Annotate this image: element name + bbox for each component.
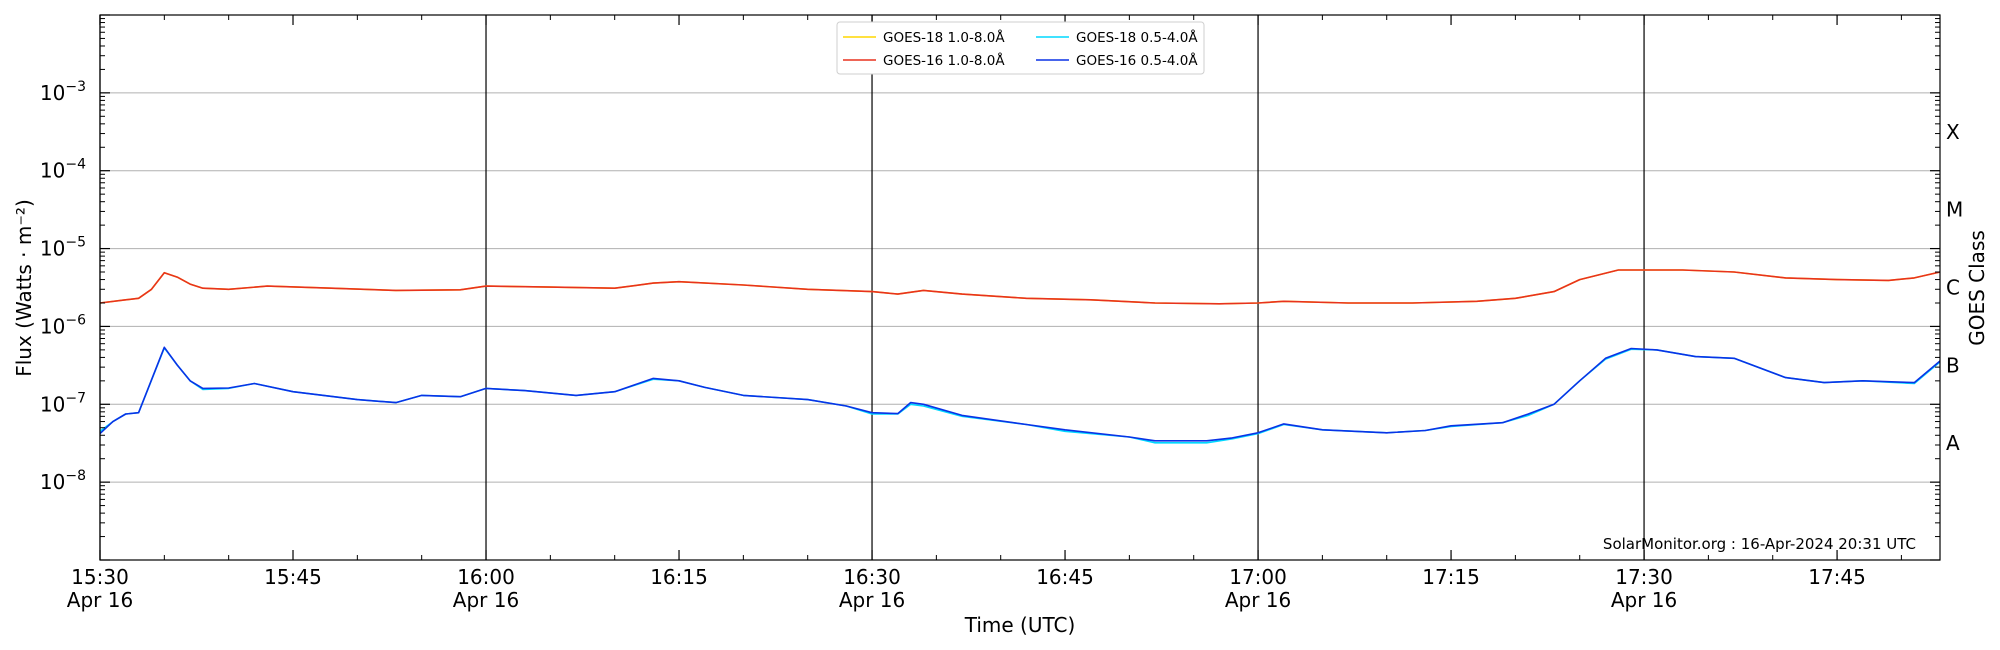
credit-text: SolarMonitor.org : 16-Apr-2024 20:31 UTC [1603,535,1916,553]
goes-class-b-label: B [1946,353,1960,377]
x-tick-label: 15:45 [264,565,322,589]
x-axis-label: Time (UTC) [964,613,1076,637]
goes-class-c-label: C [1946,276,1960,300]
plot-frame [99,14,1941,561]
legend-label: GOES-18 0.5-4.0Å [1076,29,1198,46]
y-tick-label: 10−4 [40,157,86,183]
x-tick-label: 17:15 [1422,565,1480,589]
y-tick-label: 10−8 [40,468,86,494]
y-tick-label: 10−5 [40,235,86,261]
y-axis-label: Flux (Watts · m⁻²) [12,199,36,377]
y-tick-labels: 10−8 10−7 10−6 10−5 10−4 10−3 [40,79,86,494]
legend-label: GOES-16 0.5-4.0Å [1076,52,1198,69]
tick-marks [99,14,1940,561]
y-tick-label: 10−3 [40,79,86,105]
x-tick-label: 16:00 [457,565,515,589]
x-tick-date-label: Apr 16 [1225,588,1291,612]
series-line-4 [99,346,1941,442]
x-tick-date-label: Apr 16 [839,588,905,612]
x-tick-label: 16:45 [1036,565,1094,589]
legend-box [836,21,1205,75]
x-tick-date-label: Apr 16 [67,588,133,612]
x-tick-label: 17:45 [1808,565,1866,589]
y-tick-label: 10−6 [40,312,86,338]
x-tick-label: 15:30 [71,565,129,589]
x-tick-label: 16:15 [650,565,708,589]
y-tick-label: 10−7 [40,390,86,416]
x-tick-date-label: Apr 16 [1611,588,1677,612]
x-tick-label: 16:30 [843,565,901,589]
goes-class-m-label: M [1946,198,1963,222]
goes-class-labels: A B C M X [1946,120,1963,455]
legend-label: GOES-18 1.0-8.0Å [883,29,1005,46]
x-tick-label: 17:00 [1229,565,1287,589]
x-tick-date-label: Apr 16 [453,588,519,612]
series-line-1 [99,269,1941,305]
x-tick-label: 17:30 [1615,565,1673,589]
series-line-3 [99,347,1941,444]
data-series [99,269,1941,444]
legend-label: GOES-16 1.0-8.0Å [883,52,1005,69]
y2-axis-label: GOES Class [1965,230,1989,346]
grid-lines [100,92,1940,483]
legend: GOES-18 1.0-8.0Å GOES-16 1.0-8.0Å GOES-18 … [836,21,1205,75]
goes-class-x-label: X [1946,120,1960,144]
goes-class-a-label: A [1946,431,1960,455]
series-line-2 [99,269,1941,305]
